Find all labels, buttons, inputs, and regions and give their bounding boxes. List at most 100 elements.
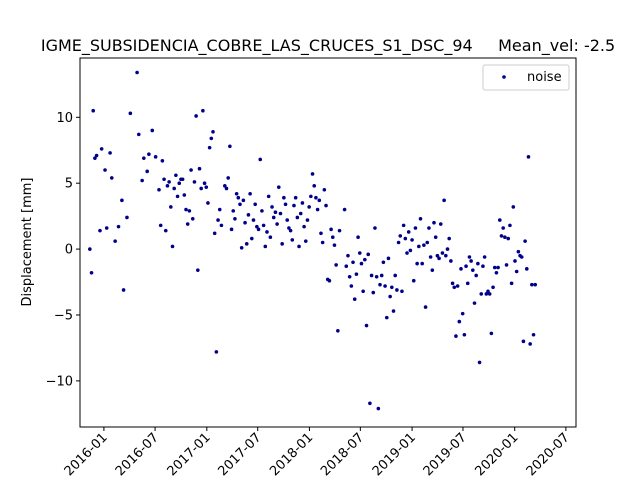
data-point bbox=[472, 301, 477, 305]
data-point bbox=[462, 332, 467, 337]
data-point bbox=[295, 215, 300, 220]
data-point bbox=[420, 261, 424, 266]
data-point bbox=[460, 311, 465, 316]
data-point bbox=[347, 274, 352, 279]
data-point bbox=[234, 191, 239, 196]
data-point bbox=[445, 247, 450, 251]
data-point bbox=[88, 247, 92, 251]
data-point bbox=[422, 243, 426, 247]
data-point bbox=[447, 236, 451, 241]
data-point bbox=[398, 234, 403, 238]
x-tick-label: 2019-07 bbox=[421, 430, 470, 479]
data-point bbox=[158, 223, 163, 228]
data-point bbox=[374, 274, 379, 279]
data-point bbox=[371, 290, 376, 295]
data-point bbox=[300, 201, 305, 205]
data-point bbox=[150, 128, 155, 133]
data-point bbox=[418, 216, 423, 221]
data-point bbox=[528, 342, 532, 346]
data-point bbox=[408, 248, 413, 253]
data-point bbox=[212, 231, 217, 236]
data-point bbox=[238, 202, 242, 207]
data-point bbox=[293, 195, 298, 200]
data-point bbox=[337, 228, 342, 233]
data-point bbox=[185, 222, 190, 226]
legend-box bbox=[482, 64, 570, 91]
data-point bbox=[165, 184, 170, 188]
data-point bbox=[233, 216, 237, 221]
data-point bbox=[282, 195, 286, 200]
data-point bbox=[268, 235, 273, 240]
data-point bbox=[147, 152, 151, 157]
data-point bbox=[180, 177, 185, 182]
data-point bbox=[182, 193, 187, 197]
data-point bbox=[153, 155, 158, 159]
data-point bbox=[248, 191, 252, 196]
data-point bbox=[511, 205, 516, 209]
data-point bbox=[524, 267, 529, 271]
x-tick-label: 2016-01 bbox=[62, 430, 111, 479]
data-point bbox=[175, 194, 180, 199]
data-point bbox=[530, 282, 534, 287]
data-point bbox=[432, 220, 436, 225]
data-point bbox=[344, 264, 349, 269]
data-point bbox=[459, 267, 463, 271]
data-point bbox=[315, 207, 320, 212]
data-point bbox=[349, 284, 354, 288]
legend-marker bbox=[502, 75, 506, 79]
data-point bbox=[273, 210, 278, 214]
data-point bbox=[128, 111, 133, 116]
data-point bbox=[251, 218, 256, 222]
data-point bbox=[270, 205, 274, 209]
data-point bbox=[417, 244, 421, 249]
data-point bbox=[509, 281, 514, 286]
data-point bbox=[145, 169, 150, 174]
data-point bbox=[309, 194, 313, 199]
data-point bbox=[359, 261, 364, 266]
data-point bbox=[400, 289, 404, 294]
data-point bbox=[224, 186, 229, 191]
data-point bbox=[194, 114, 198, 118]
data-point bbox=[189, 168, 193, 172]
data-point bbox=[162, 177, 166, 182]
data-point bbox=[449, 259, 453, 263]
data-point bbox=[305, 218, 310, 222]
data-point bbox=[503, 235, 507, 240]
data-point bbox=[499, 234, 504, 238]
data-point bbox=[415, 261, 419, 266]
x-axis: 2016-01 2016-07 2017-01 2017-07 2018-01 2018-… bbox=[62, 427, 573, 479]
y-tick-label: 10 bbox=[56, 111, 73, 126]
x-tick-label: 2016-07 bbox=[113, 430, 162, 479]
data-point bbox=[136, 132, 141, 137]
data-point bbox=[486, 289, 490, 294]
data-point bbox=[440, 251, 445, 255]
x-tick-label: 2020-07 bbox=[524, 430, 573, 479]
data-point bbox=[98, 228, 102, 233]
data-point bbox=[386, 256, 391, 261]
data-point bbox=[329, 227, 333, 232]
data-point bbox=[298, 211, 303, 216]
data-point bbox=[357, 251, 362, 255]
x-tick-label: 2017-01 bbox=[165, 430, 214, 479]
data-point bbox=[140, 178, 144, 183]
data-point bbox=[229, 227, 234, 232]
data-point bbox=[285, 218, 290, 222]
data-point bbox=[275, 222, 279, 226]
data-point bbox=[197, 166, 202, 171]
data-point bbox=[516, 249, 521, 254]
data-point bbox=[206, 201, 210, 205]
data-point bbox=[167, 180, 171, 184]
data-point bbox=[261, 223, 266, 228]
data-point bbox=[287, 226, 291, 230]
data-point bbox=[157, 187, 161, 192]
y-tick-label: −5 bbox=[54, 308, 73, 323]
data-point bbox=[169, 205, 173, 209]
data-point bbox=[209, 136, 214, 141]
x-tick-label: 2019-01 bbox=[370, 430, 419, 479]
data-point bbox=[104, 226, 109, 230]
data-point bbox=[379, 273, 384, 278]
data-point bbox=[531, 332, 536, 337]
data-point bbox=[498, 218, 502, 222]
data-point bbox=[116, 224, 121, 229]
data-point bbox=[494, 271, 499, 275]
